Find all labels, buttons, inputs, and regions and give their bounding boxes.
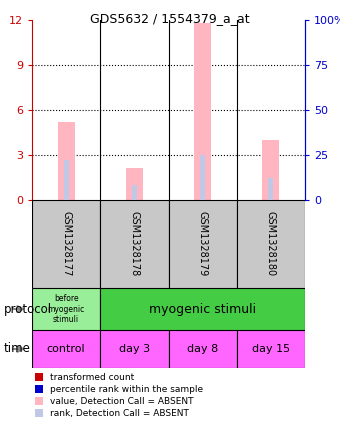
Bar: [100, 288, 305, 330]
Text: GSM1328177: GSM1328177: [61, 212, 71, 277]
Bar: [100, 200, 169, 288]
Bar: [126, 168, 143, 200]
Bar: [64, 160, 69, 200]
Bar: [169, 330, 237, 368]
Text: value, Detection Call = ABSENT: value, Detection Call = ABSENT: [50, 396, 193, 406]
Bar: [32, 200, 100, 288]
Bar: [237, 330, 305, 368]
Text: control: control: [47, 344, 85, 354]
Bar: [32, 330, 100, 368]
Bar: [194, 23, 211, 200]
Text: GSM1328178: GSM1328178: [130, 212, 139, 277]
Bar: [269, 179, 273, 200]
Text: day 3: day 3: [119, 344, 150, 354]
Bar: [32, 288, 100, 330]
Text: transformed count: transformed count: [50, 373, 134, 382]
Bar: [132, 185, 137, 200]
Text: protocol: protocol: [3, 302, 52, 316]
Bar: [200, 155, 205, 200]
Text: day 15: day 15: [252, 344, 290, 354]
Bar: [169, 200, 237, 288]
Bar: [57, 122, 75, 200]
Text: myogenic stimuli: myogenic stimuli: [149, 302, 256, 316]
Text: percentile rank within the sample: percentile rank within the sample: [50, 385, 203, 393]
Text: GSM1328180: GSM1328180: [266, 212, 276, 277]
Bar: [237, 200, 305, 288]
Text: before
myogenic
stimuli: before myogenic stimuli: [48, 294, 85, 324]
Text: time: time: [3, 343, 30, 355]
Bar: [262, 140, 279, 200]
Text: GSM1328179: GSM1328179: [198, 212, 208, 277]
Text: GDS5632 / 1554379_a_at: GDS5632 / 1554379_a_at: [90, 12, 250, 25]
Text: rank, Detection Call = ABSENT: rank, Detection Call = ABSENT: [50, 409, 189, 418]
Bar: [100, 330, 169, 368]
Text: day 8: day 8: [187, 344, 218, 354]
